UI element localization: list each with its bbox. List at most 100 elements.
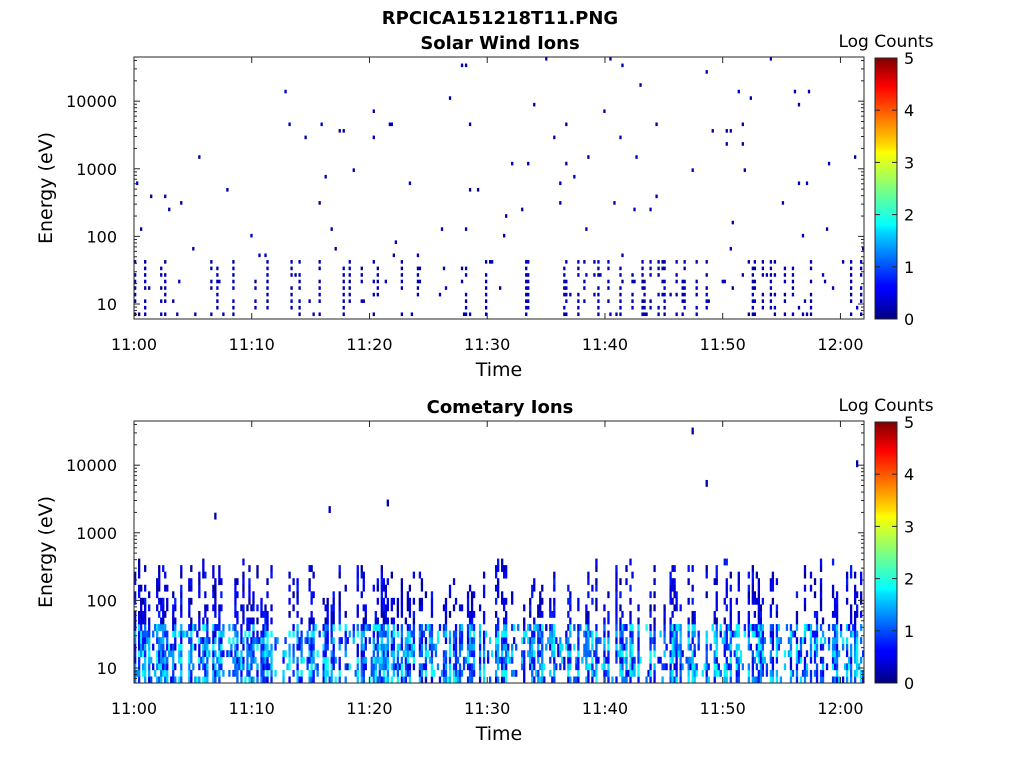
spectrogram-cell <box>376 637 379 644</box>
spectrogram-cell <box>360 643 363 651</box>
spectrogram-cell <box>559 637 562 644</box>
spectrogram-cell <box>743 624 746 631</box>
spectrogram-cell <box>372 260 375 264</box>
spectrogram-cell <box>607 643 610 651</box>
spectrogram-cell <box>386 617 389 625</box>
spectrogram-cell <box>308 643 311 651</box>
spectrogram-cell <box>675 591 678 599</box>
spectrogram-cell <box>162 650 165 658</box>
spectrogram-cell <box>164 630 167 638</box>
spectrogram-cell <box>725 604 728 612</box>
spectrogram-cell <box>653 650 656 658</box>
spectrogram-cell <box>198 650 201 658</box>
spectrogram-cell <box>793 630 797 638</box>
spectrogram-cell <box>390 597 394 605</box>
spectrogram-cell <box>360 565 363 572</box>
spectrogram-cell <box>765 663 769 671</box>
spectrogram-cell <box>454 597 458 605</box>
spectrogram-cell <box>134 571 137 579</box>
spectrogram-cell <box>565 643 568 651</box>
spectrogram-cell <box>372 676 375 683</box>
spectrogram-cell <box>348 273 351 277</box>
spectrogram-cell <box>312 591 315 599</box>
spectrogram-cell <box>683 286 686 290</box>
spectrogram-cell <box>188 597 191 605</box>
spectrogram-cell <box>142 637 145 644</box>
spectrogram-cell <box>809 656 813 664</box>
spectrogram-cell <box>527 305 530 310</box>
spectrogram-cell <box>260 610 263 618</box>
spectrogram-cell <box>384 663 387 671</box>
spectrogram-cell <box>246 650 249 658</box>
spectrogram-cell <box>553 650 556 658</box>
spectrogram-cell <box>308 676 311 683</box>
spectrogram-cell <box>695 286 698 290</box>
spectrogram-cell <box>188 676 191 683</box>
spectrogram-cell <box>180 630 183 638</box>
spectrogram-cell <box>649 207 652 212</box>
spectrogram-cell <box>160 312 163 317</box>
spectrogram-cell <box>531 630 534 638</box>
spectrogram-cell <box>364 604 367 612</box>
spectrogram-cell <box>585 650 588 658</box>
spectrogram-cell <box>687 565 690 572</box>
spectrogram-cell <box>180 663 183 671</box>
spectrogram-cell <box>464 63 468 68</box>
spectrogram-cell <box>675 656 678 664</box>
colorbar-tick-label: 0 <box>904 310 914 329</box>
spectrogram-cell <box>809 266 813 271</box>
spectrogram-cell <box>400 312 404 317</box>
spectrogram-cell <box>250 637 253 644</box>
spectrogram-cell <box>192 624 195 631</box>
spectrogram-cell <box>663 305 666 310</box>
spectrogram-cell <box>597 656 600 664</box>
spectrogram-cell <box>134 273 137 277</box>
spectrogram-cell <box>246 624 249 631</box>
spectrogram-cell <box>631 656 634 664</box>
spectrogram-cell <box>583 643 586 651</box>
spectrogram-cell <box>334 246 337 251</box>
spectrogram-cell <box>723 669 726 677</box>
spectrogram-cell <box>849 610 853 618</box>
spectrogram-cell <box>372 584 375 592</box>
axes-solar-wind: 11:00 11:10 11:20 11:30 11:40 11:50 12:0010100… <box>66 57 864 354</box>
spectrogram-cell <box>539 676 542 683</box>
spectrogram-cell <box>158 650 161 658</box>
spectrogram-cell <box>164 656 167 664</box>
spectrogram-cell <box>501 597 504 605</box>
spectrogram-cell <box>809 650 813 658</box>
spectrogram-cell <box>795 676 799 683</box>
spectrogram-cell <box>406 591 410 599</box>
spectrogram-cell <box>316 663 319 671</box>
spectrogram-cell <box>264 643 267 651</box>
spectrogram-cell <box>577 656 580 664</box>
spectrogram-cell <box>406 663 410 671</box>
spectrogram-cell <box>849 669 853 677</box>
spectrogram-cell <box>330 630 333 638</box>
y-axis-label-cometary: Energy (eV) <box>35 496 57 608</box>
spectrogram-cell <box>585 604 588 612</box>
spectrogram-cell <box>825 663 829 671</box>
spectrogram-cell <box>827 643 831 651</box>
spectrogram-cell <box>751 273 754 277</box>
spectrogram-cell <box>490 650 494 658</box>
spectrogram-cell <box>232 286 235 290</box>
spectrogram-cell <box>458 650 462 658</box>
spectrogram-cell <box>569 591 572 599</box>
spectrogram-cell <box>246 604 249 612</box>
spectrogram-cell <box>841 260 845 264</box>
spectrogram-cell <box>549 624 552 631</box>
spectrogram-cell <box>218 676 221 683</box>
spectrogram-cell <box>725 558 728 566</box>
spectrogram-cell <box>551 650 554 658</box>
spectrogram-cell <box>775 578 779 586</box>
spectrogram-cell <box>148 643 151 651</box>
spectrogram-cell <box>705 637 708 644</box>
spectrogram-cell <box>420 663 424 671</box>
spectrogram-cell <box>527 299 530 303</box>
spectrogram-cell <box>649 650 652 658</box>
spectrogram-cell <box>202 571 205 579</box>
spectrogram-cell <box>631 299 634 303</box>
spectrogram-cell <box>192 643 195 651</box>
spectrogram-cell <box>673 637 676 644</box>
